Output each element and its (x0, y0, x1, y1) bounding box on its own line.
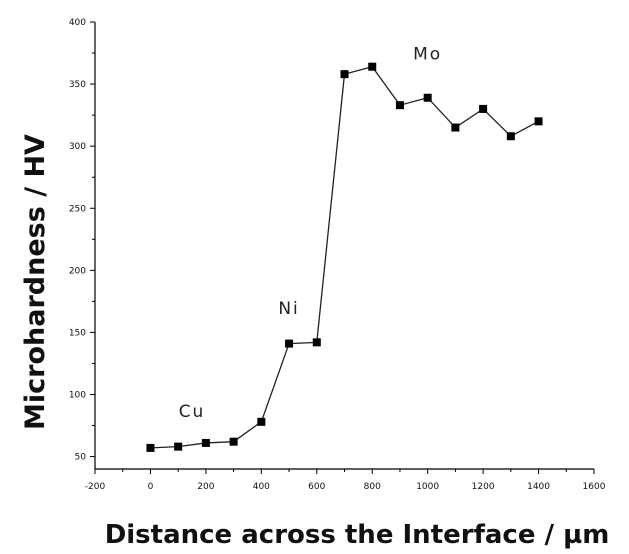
y-tick-label: 100 (69, 391, 86, 401)
axes (94, 22, 594, 470)
x-tick-label: 400 (253, 482, 270, 492)
x-tick-label: 1000 (416, 482, 439, 492)
y-ticks: 50 100 150 200 250 300 350 400 (69, 18, 95, 463)
y-tick-label: 350 (69, 80, 86, 90)
x-tick-label: 1400 (527, 482, 550, 492)
y-tick-label: 300 (69, 142, 86, 152)
x-ticks: -200 0 200 400 600 800 1000 1200 1400 1600 (85, 469, 606, 492)
y-tick-label: 150 (69, 328, 86, 338)
data-point (257, 417, 266, 426)
y-tick-label: 250 (69, 204, 86, 214)
data-point (146, 443, 155, 452)
y-axis-label: Microhardness / HV (20, 134, 51, 430)
x-tick-label: -200 (85, 482, 106, 492)
annotations: Cu Ni Mo (179, 44, 442, 422)
data-point (534, 117, 543, 126)
data-point (312, 338, 321, 347)
annotation-label: Mo (413, 44, 442, 64)
data-point (395, 101, 404, 110)
series-group (146, 62, 543, 452)
x-tick-label: 1200 (472, 482, 495, 492)
annotation-label: Cu (179, 402, 206, 422)
data-point (229, 437, 238, 446)
x-tick-label: 200 (197, 482, 214, 492)
data-point (423, 93, 432, 102)
x-tick-label: 1600 (583, 482, 606, 492)
x-axis-label: Distance across the Interface / µm (105, 520, 610, 550)
data-point (285, 339, 294, 348)
data-point (340, 70, 349, 79)
series-line (150, 65, 539, 449)
y-tick-label: 50 (75, 453, 87, 463)
data-point (451, 123, 460, 132)
data-point (479, 104, 488, 113)
y-tick-label: 400 (69, 18, 86, 28)
x-tick-label: 0 (148, 482, 154, 492)
data-point (201, 438, 210, 447)
x-tick-label: 800 (364, 482, 381, 492)
annotation-label: Ni (278, 299, 299, 319)
data-point (368, 62, 377, 71)
data-point (506, 132, 515, 141)
y-tick-label: 200 (69, 266, 86, 276)
x-tick-label: 600 (308, 482, 325, 492)
data-point (174, 442, 183, 451)
